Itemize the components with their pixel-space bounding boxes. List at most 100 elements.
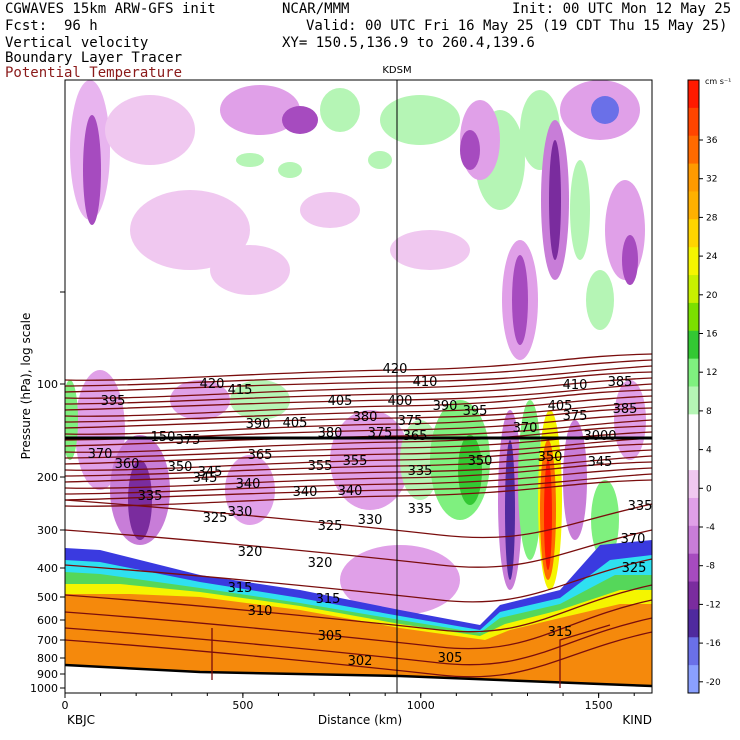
colorbar-swatch [688, 80, 699, 109]
theta-contour [65, 558, 652, 603]
theta-label: 355 [308, 459, 333, 474]
colorbar-swatch [688, 497, 699, 527]
colorbar-swatch [688, 135, 699, 165]
theta-label: 350 [468, 454, 493, 469]
theta-label: 150 [151, 430, 176, 445]
colorbar-tick-label: 32 [706, 175, 717, 185]
theta-label: 400 [388, 394, 413, 409]
theta-label: 340 [293, 485, 318, 500]
colorbar-swatch [688, 107, 699, 137]
chart-title: KDSM [382, 65, 411, 76]
colorbar-tick-label: 12 [706, 368, 717, 378]
theta-label: 420 [200, 377, 225, 392]
x-tick-label: 1500 [585, 699, 613, 712]
colorbar-tick-label: -12 [706, 600, 721, 610]
theta-label: 335 [408, 464, 433, 479]
colorbar-tick-label: 28 [706, 213, 718, 223]
theta-label: 390 [246, 417, 271, 432]
theta-label: 305 [318, 629, 343, 644]
colorbar-swatch [688, 442, 699, 471]
valid-time: Valid: 00 UTC Fri 16 May 25 (19 CDT Thu … [306, 18, 728, 34]
field-potential-temperature: Potential Temperature [5, 65, 183, 81]
theta-contour [65, 631, 652, 678]
theta-label: 375 [398, 414, 423, 429]
y-tick-label: 100 [37, 378, 58, 391]
theta-label: 410 [563, 378, 588, 393]
theta-contour [65, 529, 652, 568]
theta-label: 380 [318, 426, 343, 441]
y-tick-label: 800 [37, 652, 58, 665]
theta-label: 330 [228, 505, 253, 520]
theta-label: 390 [433, 399, 458, 414]
colorbar-tick-label: 24 [706, 252, 718, 262]
theta-label: 380 [353, 410, 378, 425]
theta-label: 420 [383, 362, 408, 377]
colorbar-swatch [688, 219, 699, 248]
theta-contour [65, 499, 652, 539]
x-tick-label: 500 [232, 699, 253, 712]
theta-label: 360 [115, 457, 140, 472]
colorbar-swatch [688, 302, 699, 332]
y-tick-label: 300 [37, 524, 58, 537]
theta-label: 315 [316, 592, 341, 607]
theta-label: 3000 [583, 429, 616, 444]
colorbar [687, 79, 700, 694]
y-tick-label: 600 [37, 614, 58, 627]
colorbar-tick-label: 4 [706, 446, 712, 456]
plot-frame [64, 79, 653, 694]
theta-label: 325 [203, 511, 228, 526]
theta-label: 415 [228, 383, 253, 398]
model-title: CGWAVES 15km ARW-GFS init [5, 1, 216, 17]
colorbar-tick-label: -8 [706, 562, 715, 572]
theta-contour [65, 584, 652, 633]
colorbar-swatch [688, 191, 699, 220]
theta-label: 335 [138, 489, 163, 504]
colorbar-swatch [688, 581, 699, 610]
left-station-label: KBJC [67, 713, 95, 727]
colorbar-swatch [688, 665, 699, 694]
colorbar-swatch [688, 275, 699, 304]
theta-label: 370 [88, 447, 113, 462]
colorbar-tick-label: -20 [706, 678, 721, 688]
colorbar-swatch [688, 386, 699, 415]
theta-label: 375 [368, 426, 393, 441]
theta-label: 410 [413, 375, 438, 390]
forecast-hours: 96 h [64, 18, 98, 34]
forecast-label: Fcst: [5, 18, 48, 34]
theta-contour [65, 617, 652, 666]
theta-label: 345 [588, 455, 613, 470]
theta-label: 375 [563, 409, 588, 424]
colorbar-swatch [688, 553, 699, 583]
theta-label: 330 [358, 513, 383, 528]
theta-label: 340 [338, 484, 363, 499]
colorbar-tick-label: -4 [706, 523, 715, 533]
theta-label: 395 [101, 394, 126, 409]
colorbar-swatch [688, 609, 699, 638]
theta-label: 335 [408, 502, 433, 517]
colorbar-tick-label: 0 [706, 484, 712, 494]
colorbar-tick-label: 16 [706, 330, 718, 340]
theta-label: 320 [308, 556, 333, 571]
theta-label: 375 [176, 433, 201, 448]
theta-label: 350 [538, 450, 563, 465]
colorbar-swatch [688, 525, 699, 555]
theta-contour [65, 599, 652, 650]
colorbar-swatch [688, 330, 699, 360]
theta-label: 370 [513, 421, 538, 436]
theta-label: 320 [238, 545, 263, 560]
y-tick-label: 1000 [30, 682, 58, 695]
colorbar-ticks: 36 32 28 24 20 16 12 8 4 0 -4 -8 -12 -16 -20 [699, 136, 721, 688]
colorbar-unit: cm s⁻¹ [705, 77, 731, 86]
theta-label: 315 [228, 581, 253, 596]
theta-label: 365 [403, 429, 428, 444]
y-tick-label: 200 [37, 471, 58, 484]
theta-label: 310 [248, 604, 273, 619]
cross-section-endpoints: XY= 150.5,136.9 to 260.4,139.6 [282, 35, 535, 51]
theta-label: 385 [608, 375, 633, 390]
colorbar-swatch [688, 358, 699, 387]
colorbar-swatch [688, 247, 699, 276]
theta-label: 370 [621, 532, 646, 547]
